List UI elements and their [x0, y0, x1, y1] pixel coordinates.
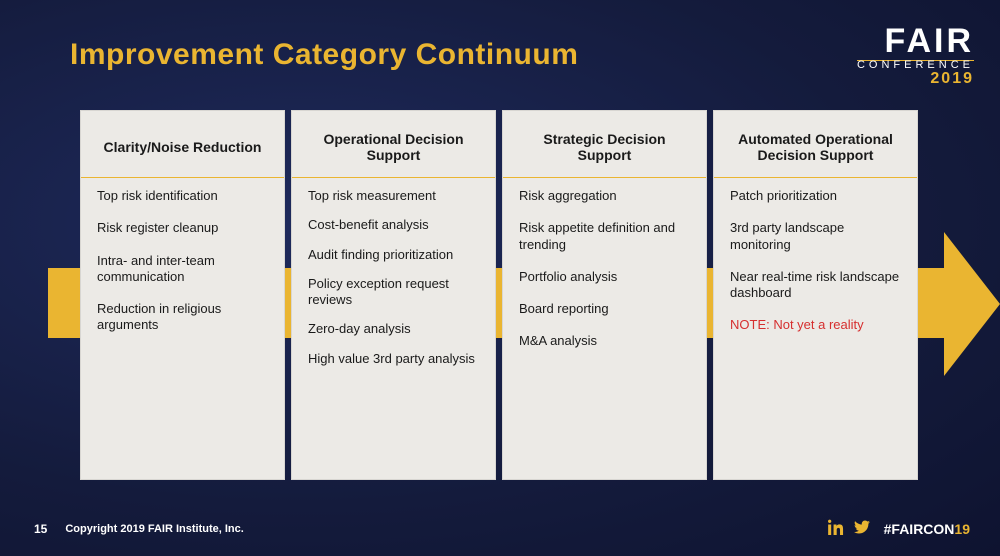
- column-automated: Automated Operational Decision Support P…: [713, 110, 918, 480]
- column-items: Top risk identification Risk register cl…: [95, 188, 270, 334]
- logo-main: FAIR: [857, 24, 974, 58]
- list-item: Reduction in religious arguments: [97, 301, 270, 334]
- list-item: Portfolio analysis: [519, 269, 692, 285]
- list-item: Top risk measurement: [308, 188, 481, 204]
- column-items: Top risk measurement Cost-benefit analys…: [306, 188, 481, 367]
- copyright: Copyright 2019 FAIR Institute, Inc.: [65, 523, 243, 535]
- list-item: Cost-benefit analysis: [308, 217, 481, 233]
- hashtag: #FAIRCON19: [884, 521, 970, 537]
- column-header: Strategic Decision Support: [517, 125, 692, 169]
- page-number: 15: [34, 522, 47, 536]
- list-item: Risk register cleanup: [97, 220, 270, 236]
- column-header: Clarity/Noise Reduction: [95, 125, 270, 169]
- footer: 15 Copyright 2019 FAIR Institute, Inc. #…: [34, 519, 970, 538]
- conference-logo: FAIR CONFERENCE 2019: [857, 24, 974, 87]
- column-operational: Operational Decision Support Top risk me…: [291, 110, 496, 480]
- column-clarity: Clarity/Noise Reduction Top risk identif…: [80, 110, 285, 480]
- list-item: Risk aggregation: [519, 188, 692, 204]
- list-item: High value 3rd party analysis: [308, 351, 481, 367]
- slide-title: Improvement Category Continuum: [70, 38, 578, 72]
- linkedin-icon: [828, 519, 844, 538]
- column-header: Automated Operational Decision Support: [728, 125, 903, 169]
- column-divider: [81, 177, 284, 178]
- continuum-arrow-head: [944, 232, 1000, 376]
- logo-year: 2019: [857, 71, 974, 87]
- column-header: Operational Decision Support: [306, 125, 481, 169]
- list-item: Zero-day analysis: [308, 321, 481, 337]
- list-item: Intra- and inter-team communication: [97, 253, 270, 286]
- list-item: Near real-time risk landscape dashboard: [730, 269, 903, 302]
- column-strategic: Strategic Decision Support Risk aggregat…: [502, 110, 707, 480]
- column-items: Patch prioritization 3rd party landscape…: [728, 188, 903, 334]
- column-divider: [292, 177, 495, 178]
- list-item: Top risk identification: [97, 188, 270, 204]
- list-item: Audit finding prioritization: [308, 247, 481, 263]
- twitter-icon: [854, 519, 870, 538]
- list-item: Policy exception request reviews: [308, 276, 481, 309]
- footer-right: #FAIRCON19: [828, 519, 970, 538]
- list-item: M&A analysis: [519, 333, 692, 349]
- note-text: NOTE: Not yet a reality: [730, 317, 903, 333]
- list-item: Risk appetite definition and trending: [519, 220, 692, 253]
- column-items: Risk aggregation Risk appetite definitio…: [517, 188, 692, 350]
- list-item: Board reporting: [519, 301, 692, 317]
- hashtag-prefix: #FAIRCON: [884, 521, 955, 537]
- hashtag-suffix: 19: [954, 521, 970, 537]
- list-item: 3rd party landscape monitoring: [730, 220, 903, 253]
- column-divider: [714, 177, 917, 178]
- column-divider: [503, 177, 706, 178]
- columns-container: Clarity/Noise Reduction Top risk identif…: [80, 110, 918, 480]
- list-item: Patch prioritization: [730, 188, 903, 204]
- social-icons: [828, 519, 870, 538]
